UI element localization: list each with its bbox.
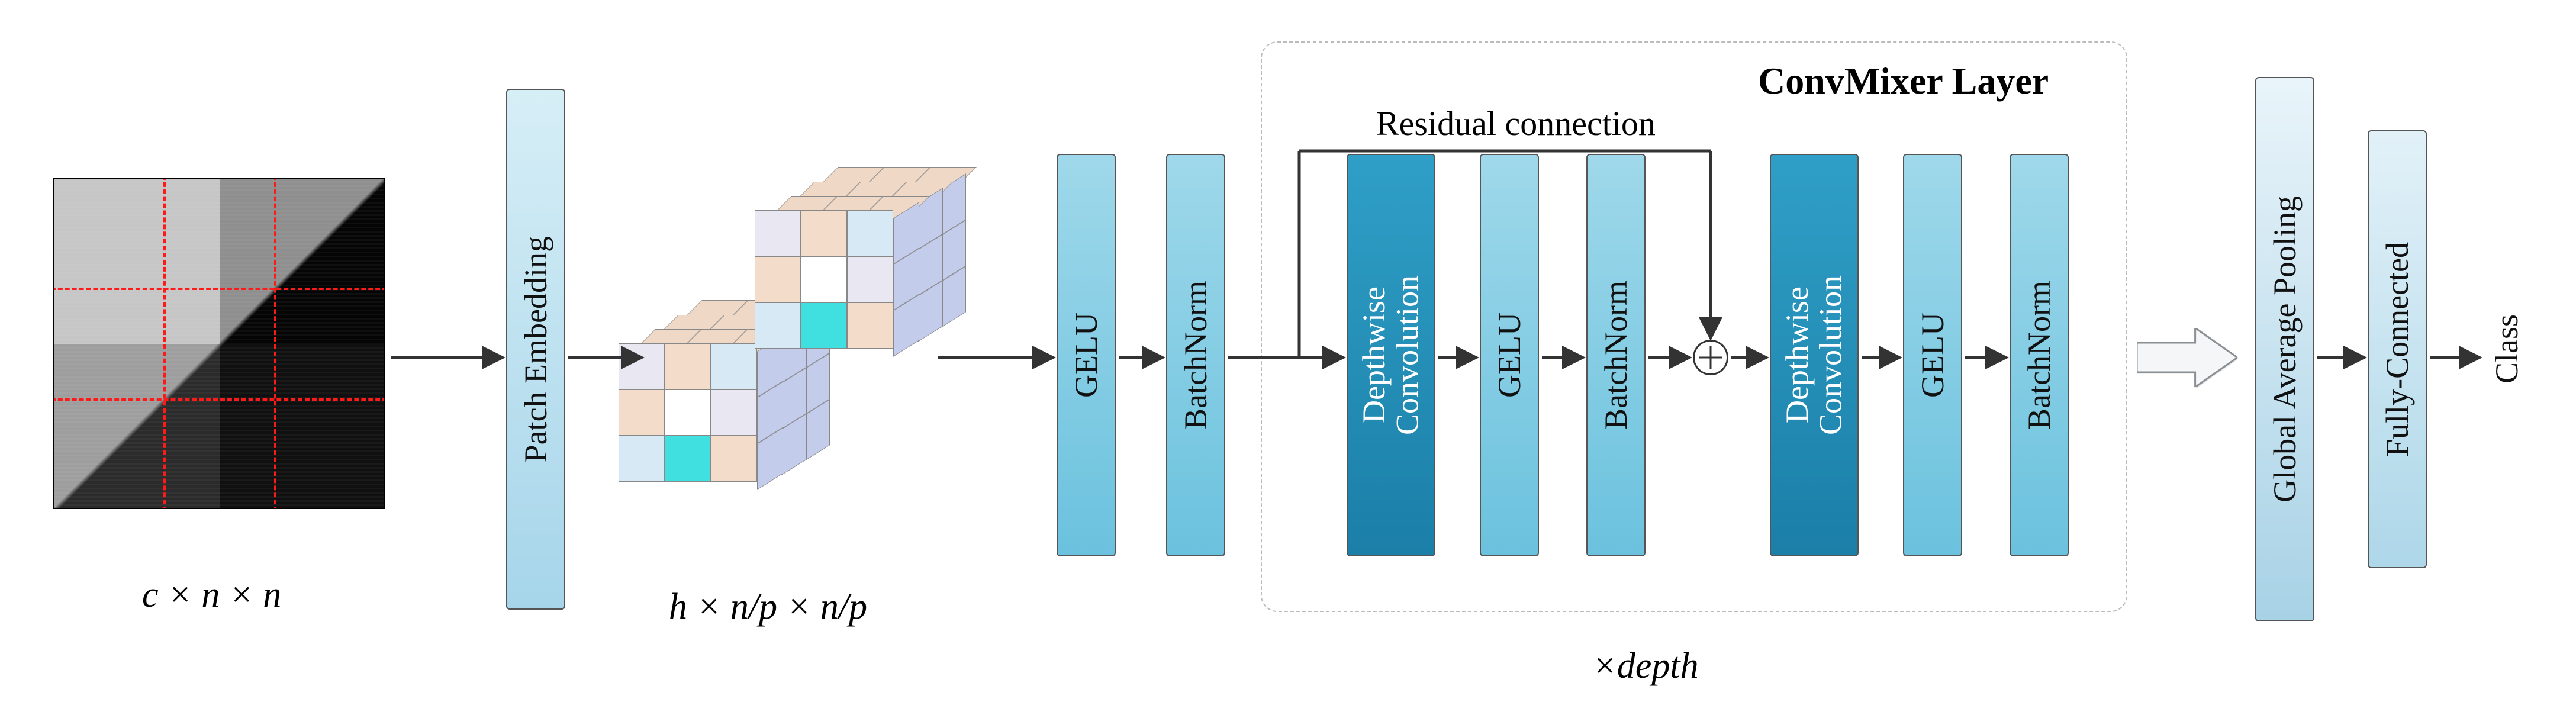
convmixer-title: ConvMixer Layer (1758, 59, 2049, 103)
gelu-3-block: GELU (1903, 154, 1962, 556)
gelu-1-label: GELU (1070, 313, 1103, 398)
tensor-front-cell (711, 436, 757, 482)
bn-1-label: BatchNorm (1179, 281, 1213, 430)
grid-dash-line (53, 288, 385, 290)
class-block: Class (2483, 249, 2530, 450)
bn-1-block: BatchNorm (1166, 154, 1225, 556)
fc-block: Fully-Connected (2368, 130, 2427, 568)
input-image (53, 178, 385, 509)
tensor-front-cell (711, 389, 757, 436)
grid-dash-line (53, 398, 385, 401)
tensor-front-cell (619, 343, 665, 389)
tensor-front-cell (665, 389, 711, 436)
bn-2-label: BatchNorm (1599, 281, 1633, 430)
fc-label: Fully-Connected (2381, 242, 2414, 457)
diagram-canvas: Patch Embedding GELU BatchNorm DepthwiseCon… (0, 0, 2576, 715)
gelu-3-label: GELU (1916, 313, 1950, 398)
gelu-1-block: GELU (1057, 154, 1116, 556)
grid-dash-line (163, 178, 166, 509)
gap-block: Global Average Pooling (2255, 77, 2314, 621)
caption: ×depth (1592, 645, 1699, 687)
caption: h × n/p × n/p (669, 586, 867, 628)
bn-3-label: BatchNorm (2023, 281, 2056, 430)
big-arrow-icon (2137, 328, 2237, 387)
gelu-2-block: GELU (1480, 154, 1539, 556)
class-label: Class (2490, 314, 2524, 384)
dw-1-label: DepthwiseConvolution (1357, 275, 1424, 435)
tensor-front-cell (619, 389, 665, 436)
tensor-front-cell (801, 256, 847, 302)
tensor-front-cell (801, 210, 847, 256)
tensor-front-cell (801, 302, 847, 349)
input-texture-overlay (54, 179, 385, 509)
dw-2-label: DepthwiseConvolution (1780, 275, 1847, 435)
tensor-front-cell (755, 210, 801, 256)
tensor-front-cell (847, 256, 893, 302)
tensor-front-cell (847, 210, 893, 256)
oplus-node (1693, 340, 1728, 375)
bn-2-block: BatchNorm (1586, 154, 1646, 556)
gap-label: Global Average Pooling (2268, 196, 2302, 503)
bn-3-block: BatchNorm (2010, 154, 2069, 556)
tensor-front-cell (665, 343, 711, 389)
tensor-front-cell (619, 436, 665, 482)
tensor-front-cell (847, 302, 893, 349)
tensor-front-cell (711, 343, 757, 389)
tensor-front-cell (755, 302, 801, 349)
patch-embedding-label: Patch Embedding (519, 236, 553, 462)
residual-label: Residual connection (1376, 104, 1656, 143)
gelu-2-label: GELU (1493, 313, 1527, 398)
big-arrow-path (2137, 328, 2237, 387)
grid-dash-line (274, 178, 276, 509)
tensor-front-cell (755, 256, 801, 302)
dw-1-block: DepthwiseConvolution (1347, 154, 1435, 556)
dw-2-block: DepthwiseConvolution (1770, 154, 1859, 556)
caption: c × n × n (142, 574, 281, 616)
patch-embedding-block: Patch Embedding (506, 89, 565, 610)
tensor-front-cell (665, 436, 711, 482)
